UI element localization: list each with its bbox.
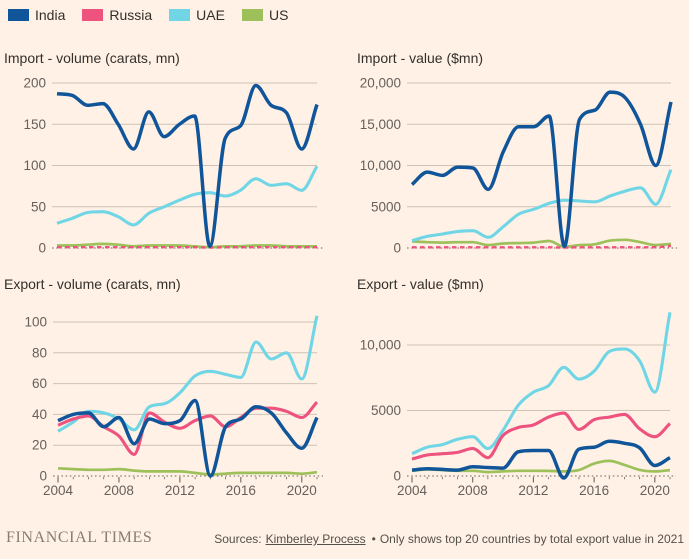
svg-text:40: 40 — [32, 407, 47, 422]
svg-text:2020: 2020 — [287, 483, 317, 498]
svg-text:2016: 2016 — [226, 483, 256, 498]
legend-swatch-uae — [169, 9, 191, 21]
series-line-russia — [411, 244, 672, 249]
chart-title-export-value: Export - value ($mn) — [357, 276, 484, 292]
legend-label-us: US — [268, 7, 289, 23]
svg-text:2016: 2016 — [579, 483, 609, 498]
svg-text:2012: 2012 — [518, 483, 548, 498]
svg-text:20: 20 — [32, 438, 47, 453]
legend-item-us: US — [241, 7, 289, 23]
series-line-uae — [411, 168, 673, 243]
legend-item-russia: Russia — [82, 7, 152, 23]
legend-label-russia: Russia — [109, 7, 153, 23]
source-suffix: Only shows top 20 countries by total exp… — [379, 532, 684, 546]
import-volume-chart: 0 50 100 150 200 — [23, 76, 323, 256]
source-prefix: Sources: — [214, 532, 262, 546]
legend-item-uae: UAE — [169, 7, 225, 23]
svg-text:60: 60 — [32, 376, 47, 391]
ft-wordmark: FINANCIAL TIMES — [6, 529, 153, 546]
svg-text:100: 100 — [24, 315, 47, 330]
svg-text:2008: 2008 — [458, 483, 488, 498]
legend-label-uae: UAE — [196, 7, 225, 23]
svg-text:80: 80 — [32, 345, 47, 360]
import-value-chart: 0 5000 10,000 15,000 20,000 — [360, 76, 677, 256]
svg-text:2004: 2004 — [43, 483, 74, 498]
legend-item-india: India — [8, 7, 65, 23]
chart-legend: India Russia UAE US — [8, 7, 288, 23]
legend-label-india: India — [35, 7, 66, 23]
svg-text:0: 0 — [393, 241, 401, 256]
svg-text:200: 200 — [23, 76, 46, 91]
svg-text:0: 0 — [393, 469, 401, 484]
legend-swatch-us — [241, 9, 263, 21]
series-line-india — [410, 90, 673, 249]
svg-text:2020: 2020 — [640, 483, 670, 498]
svg-text:2008: 2008 — [104, 483, 134, 498]
svg-text:50: 50 — [31, 199, 46, 214]
series-line-us — [57, 242, 317, 249]
export-value-chart: 0 5000 10,000 2004 2008 2012 2016 2020 — [360, 312, 676, 498]
chart-title-import-volume: Import - volume (carats, mn) — [4, 50, 180, 66]
source-note: Sources: Kimberley Process • Only shows top… — [214, 532, 684, 546]
series-line-russia — [411, 411, 672, 461]
svg-text:15,000: 15,000 — [360, 117, 401, 132]
svg-text:0: 0 — [39, 469, 47, 484]
series-line-uae — [57, 315, 319, 433]
legend-swatch-india — [8, 9, 29, 21]
source-bullet: • — [371, 532, 376, 546]
series-line-india — [411, 439, 671, 480]
svg-text:2004: 2004 — [397, 483, 428, 498]
chart-title-import-value: Import - value ($mn) — [357, 50, 484, 66]
series-line-uae — [56, 165, 319, 227]
svg-text:5000: 5000 — [371, 403, 401, 418]
kimberley-process-link[interactable]: Kimberley Process — [265, 532, 366, 546]
series-line-us — [411, 238, 672, 249]
svg-text:10,000: 10,000 — [360, 158, 401, 173]
svg-text:150: 150 — [23, 117, 46, 132]
svg-text:100: 100 — [23, 158, 46, 173]
svg-text:0: 0 — [38, 241, 46, 256]
legend-swatch-russia — [82, 9, 104, 21]
series-line-india — [56, 83, 319, 249]
svg-text:20,000: 20,000 — [360, 76, 401, 91]
series-line-us — [57, 466, 318, 476]
svg-text:2012: 2012 — [165, 483, 195, 498]
svg-text:5000: 5000 — [371, 199, 401, 214]
svg-text:10,000: 10,000 — [360, 338, 401, 353]
export-volume-chart: 0 20 40 60 80 100 2004 2008 2012 2016 2020 — [24, 315, 323, 498]
series-line-uae — [411, 312, 672, 456]
chart-title-export-volume: Export - volume (carats, mn) — [4, 276, 181, 292]
series-line-india — [57, 398, 319, 478]
